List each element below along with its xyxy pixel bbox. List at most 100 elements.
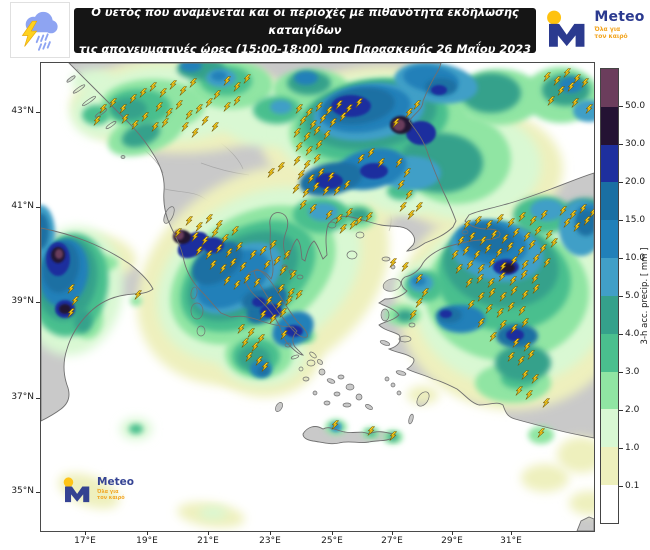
island [382, 278, 402, 292]
island [284, 342, 292, 348]
island [163, 206, 175, 224]
precipitation-cell [55, 249, 63, 259]
colorbar-tickmark [619, 486, 623, 487]
colorbar-tick-label: 1.0 [625, 442, 640, 453]
island [334, 392, 340, 396]
island [163, 206, 175, 224]
meteo-logo: Meteo Όλα για τον καιρό [546, 10, 644, 48]
colorbar-tickmark [619, 220, 623, 221]
island [397, 391, 401, 395]
precipitation-cell [121, 122, 161, 148]
colorbar-segment [601, 106, 618, 145]
y-axis-tick-label: 41°N [11, 201, 34, 211]
colorbar-segment [601, 485, 618, 523]
island [317, 359, 323, 365]
x-axis-tickmark [332, 531, 333, 535]
precipitation-cell [71, 69, 115, 93]
precipitation-cell [440, 310, 452, 318]
x-axis-tick-label: 19°E [136, 536, 158, 546]
island [396, 390, 402, 396]
island [296, 274, 304, 280]
precipitation-cell [348, 208, 370, 222]
island [82, 95, 96, 107]
island [337, 374, 345, 380]
island [391, 265, 395, 269]
colorbar-tick-label: 4.0 [625, 328, 640, 339]
x-axis-tickmark [392, 531, 393, 535]
island [390, 382, 396, 388]
coastline [576, 516, 594, 531]
precipitation-cell [180, 63, 202, 72]
colorbar-segment [601, 295, 618, 334]
precipitation-cell [199, 507, 227, 519]
island [346, 250, 358, 260]
island [72, 84, 86, 94]
watermark-tagline: Όλα για τον καιρό [97, 488, 125, 502]
island [121, 155, 125, 159]
meteo-logo-box: Meteo Όλα για τον καιρό [542, 2, 649, 55]
coastline [68, 63, 457, 356]
colorbar-segment [601, 371, 618, 410]
island [365, 404, 373, 410]
island [333, 391, 341, 397]
colorbar-tick-label: 30.0 [625, 138, 646, 149]
y-axis-tickmark [36, 302, 40, 303]
island [355, 231, 365, 239]
x-axis-tick-label: 27°E [381, 536, 403, 546]
colorbar-tick-label: 50.0 [625, 100, 646, 111]
island [190, 302, 204, 320]
island [94, 108, 108, 118]
colorbar-tickmark [619, 106, 623, 107]
island [408, 322, 416, 328]
colorbar-segment [601, 333, 618, 372]
y-axis-tickmark [36, 492, 40, 493]
precipitation-cell [396, 310, 414, 322]
x-axis-tick-label: 17°E [74, 536, 96, 546]
colorbar-tickmark [619, 448, 623, 449]
island [120, 155, 126, 159]
island [312, 390, 318, 396]
precipitation-cell [294, 71, 318, 85]
x-axis-tick-label: 21°E [197, 536, 219, 546]
coastline-layer [41, 63, 594, 531]
coastline [253, 268, 308, 338]
island [190, 286, 198, 300]
precipitation-cell [431, 85, 447, 95]
precipitation-cell [257, 366, 269, 376]
colorbar-segment [601, 447, 618, 486]
precipitation-cell [528, 426, 554, 444]
colorbar-segment [601, 220, 618, 259]
precipitation-cell [59, 304, 71, 314]
x-axis-tickmark [452, 531, 453, 535]
island [275, 402, 283, 412]
colorbar-tick-label: 15.0 [625, 214, 646, 225]
island [365, 404, 373, 410]
precipitation-cell [129, 424, 143, 434]
island [323, 400, 331, 406]
map-title-line1: Ο υετός που αναμένεται και οι περιοχές μ… [91, 5, 519, 38]
island [461, 229, 469, 235]
colorbar-tickmark [619, 258, 623, 259]
colorbar-tickmark [619, 372, 623, 373]
colorbar-tick-label: 3.0 [625, 366, 640, 377]
island [326, 378, 336, 384]
precipitation-cell [557, 437, 594, 473]
colorbar-segment [601, 144, 618, 183]
x-axis-tickmark [511, 531, 512, 535]
x-axis-tickmark [147, 531, 148, 535]
colorbar-tickmark [619, 182, 623, 183]
map-title: Ο υετός που αναμένεται και οι περιοχές μ… [74, 5, 536, 56]
island [356, 394, 362, 400]
colorbar [600, 68, 619, 524]
island [346, 384, 354, 390]
precipitation-layer [41, 63, 594, 528]
precipitation-cell [315, 173, 343, 189]
island [380, 308, 390, 322]
island [355, 393, 363, 401]
colorbar-tickmark [619, 410, 623, 411]
island [66, 75, 76, 83]
island [309, 351, 317, 359]
storm-icon-box [10, 2, 70, 58]
island [345, 383, 355, 391]
y-axis-tick-label: 39°N [11, 296, 34, 306]
